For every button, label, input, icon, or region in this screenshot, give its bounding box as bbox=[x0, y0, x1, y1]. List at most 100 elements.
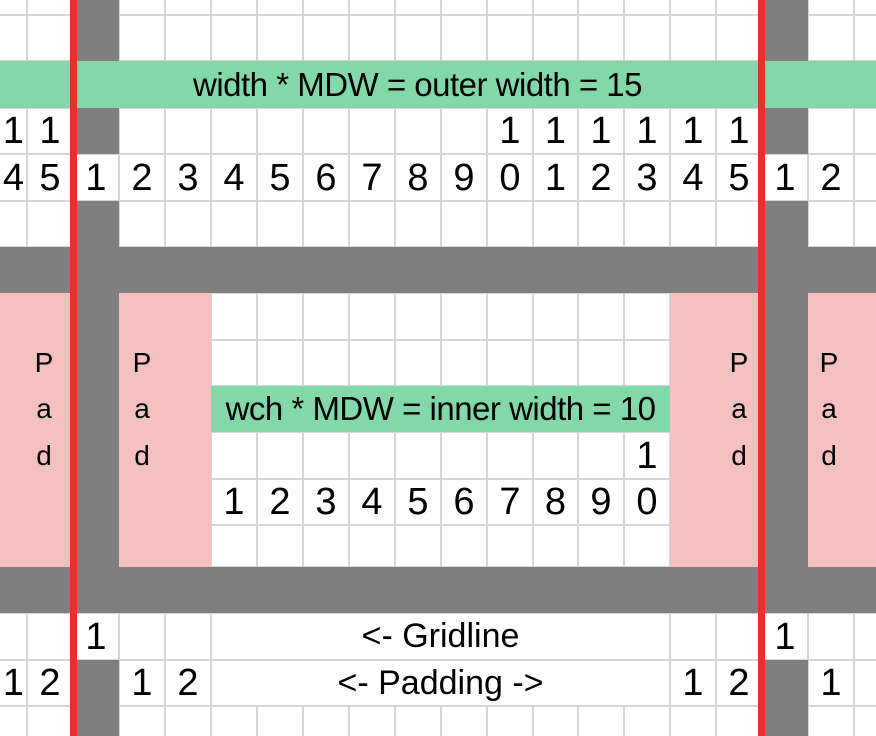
gridline bbox=[623, 0, 625, 736]
gridline bbox=[577, 0, 579, 736]
padding-px-value: 2 bbox=[177, 662, 199, 704]
inner-width-label: wch * MDW = inner width = 10 bbox=[225, 390, 656, 427]
outer-units-digit: 1 bbox=[774, 156, 796, 199]
outer-units-digit: 2 bbox=[820, 156, 842, 199]
pad-letter: a bbox=[821, 393, 837, 424]
padding-px-value: 1 bbox=[131, 662, 153, 704]
outer-units-digit: 5 bbox=[39, 156, 61, 199]
gridline bbox=[210, 0, 212, 736]
inner-width-band bbox=[211, 386, 670, 432]
padding-px-value: 1 bbox=[820, 662, 842, 704]
outer-tens-digit: 1 bbox=[636, 110, 658, 152]
divider-bar-bottom bbox=[0, 567, 876, 613]
gridline bbox=[0, 14, 876, 16]
pad-letter: P bbox=[819, 347, 839, 378]
cell-boundary-line-left bbox=[70, 0, 77, 736]
pad-letter: a bbox=[134, 393, 150, 424]
inner-units-digit: 8 bbox=[544, 481, 567, 523]
pad-letter: P bbox=[729, 347, 749, 378]
outer-tens-digit: 1 bbox=[39, 110, 61, 152]
pad-letter: P bbox=[132, 347, 152, 378]
outer-tens-digit: 1 bbox=[544, 110, 567, 152]
inner-units-digit: 1 bbox=[223, 481, 245, 523]
outer-units-digit: 2 bbox=[131, 156, 153, 199]
gridline bbox=[0, 478, 876, 480]
gridline bbox=[532, 0, 534, 736]
outer-tens-digit: 1 bbox=[590, 110, 612, 152]
pad-letter: a bbox=[36, 393, 52, 424]
outer-tens-digit: 1 bbox=[499, 110, 521, 152]
padding-px-value: 2 bbox=[728, 662, 750, 704]
outer-width-label: width * MDW = outer width = 15 bbox=[192, 65, 643, 103]
gridline-annotation: <- Gridline bbox=[361, 617, 520, 655]
gridline bbox=[486, 0, 488, 736]
inner-units-digit: 6 bbox=[453, 481, 475, 523]
padding-annotation: <- Padding -> bbox=[337, 663, 544, 702]
pad-letter: P bbox=[34, 347, 54, 378]
padding-region-right-outer bbox=[808, 293, 876, 567]
pad-letter: d bbox=[731, 439, 747, 471]
outer-tens-digit: 1 bbox=[2, 110, 25, 152]
outer-units-digit: 2 bbox=[590, 156, 612, 199]
padding-px-value: 1 bbox=[2, 662, 25, 704]
merged-cell-padding-row bbox=[213, 661, 667, 705]
padding-region-left-outer bbox=[0, 293, 73, 567]
outer-units-digit: 5 bbox=[269, 156, 291, 199]
outer-units-digit: 1 bbox=[85, 156, 107, 199]
inner-units-digit: 3 bbox=[315, 481, 337, 523]
gridline bbox=[256, 0, 258, 736]
gridline-column-left bbox=[73, 660, 119, 736]
outer-tens-digit: 1 bbox=[728, 110, 750, 152]
outer-tens-digit: 1 bbox=[682, 110, 704, 152]
merged-cell-gridline-row bbox=[213, 614, 667, 659]
padding-px-value: 2 bbox=[39, 662, 61, 704]
gridline bbox=[0, 524, 876, 526]
outer-units-digit: 6 bbox=[315, 156, 337, 199]
outer-width-band bbox=[0, 61, 876, 108]
inner-units-digit: 4 bbox=[361, 481, 383, 523]
padding-region-left-inner bbox=[119, 293, 211, 567]
gridline bbox=[0, 339, 876, 341]
pad-letter: a bbox=[731, 393, 747, 424]
inner-units-digit: 7 bbox=[499, 481, 521, 523]
pad-letter: d bbox=[36, 439, 52, 471]
inner-units-digit: 9 bbox=[590, 481, 612, 523]
padding-px-value: 1 bbox=[682, 662, 704, 704]
gridline bbox=[0, 153, 876, 155]
gridline-px-value: 1 bbox=[85, 615, 107, 658]
padding-region-right-inner bbox=[670, 293, 762, 567]
gridline bbox=[0, 292, 876, 294]
gridline-px-value: 1 bbox=[774, 615, 796, 658]
outer-units-digit: 3 bbox=[636, 156, 658, 199]
gridline bbox=[302, 0, 304, 736]
inner-tens-digit: 1 bbox=[636, 434, 658, 477]
outer-units-digit: 9 bbox=[453, 156, 475, 199]
gridline bbox=[394, 0, 396, 736]
gridline bbox=[0, 200, 876, 202]
outer-units-digit: 4 bbox=[223, 156, 245, 199]
gridline bbox=[0, 431, 876, 433]
gridline bbox=[440, 0, 442, 736]
gridline bbox=[0, 705, 876, 707]
gridline bbox=[0, 107, 876, 109]
inner-units-digit: 2 bbox=[269, 481, 291, 523]
outer-units-digit: 8 bbox=[407, 156, 429, 199]
pad-letter: d bbox=[821, 439, 837, 471]
gridline bbox=[348, 0, 350, 736]
cell-boundary-line-right bbox=[758, 0, 765, 736]
outer-units-digit: 0 bbox=[499, 156, 521, 199]
outer-units-digit: 5 bbox=[728, 156, 750, 199]
gridline bbox=[0, 659, 876, 661]
outer-units-digit: 4 bbox=[682, 156, 704, 199]
gridline bbox=[0, 612, 876, 614]
gridline-column-right bbox=[762, 660, 808, 736]
inner-units-digit: 5 bbox=[407, 481, 429, 523]
inner-units-digit: 0 bbox=[636, 481, 658, 523]
outer-units-digit: 1 bbox=[544, 156, 567, 199]
pad-letter: d bbox=[134, 439, 150, 471]
divider-bar-top bbox=[0, 247, 876, 293]
outer-units-digit: 7 bbox=[361, 156, 383, 199]
outer-units-digit: 4 bbox=[2, 156, 25, 199]
outer-units-digit: 3 bbox=[177, 156, 199, 199]
